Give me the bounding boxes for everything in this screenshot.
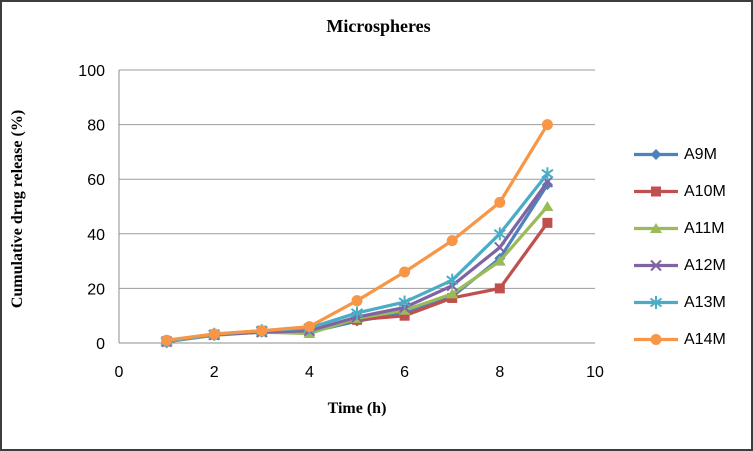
triangle-marker-icon	[493, 255, 506, 266]
asterisk-marker-icon	[541, 167, 554, 181]
legend-label: A12M	[684, 256, 726, 274]
legend-item-A14M: A14M	[632, 331, 750, 348]
triangle-marker-icon	[398, 304, 411, 315]
legend-label: A9M	[684, 145, 717, 163]
legend-key-A12M	[634, 259, 678, 272]
triangle-marker-icon	[446, 288, 459, 299]
circle-marker-icon	[541, 119, 553, 131]
y-tick-label: 80	[87, 118, 105, 135]
legend-key-A9M	[634, 149, 678, 160]
legend-item-A10M: A10M	[632, 183, 750, 200]
circle-marker-icon	[446, 235, 458, 247]
diamond-marker-icon	[650, 149, 662, 160]
legend-item-A11M: A11M	[632, 220, 750, 237]
x-axis-title: Time (h)	[327, 400, 387, 417]
x-marker-icon	[494, 241, 506, 254]
circle-marker-icon	[351, 295, 363, 307]
asterisk-marker-icon	[350, 306, 364, 320]
square-marker-icon	[542, 217, 553, 228]
square-marker-icon	[651, 186, 661, 197]
legend-label: A11M	[684, 219, 725, 237]
square-marker-icon	[494, 283, 505, 294]
y-tick-label: 100	[78, 63, 105, 80]
circle-marker-icon	[161, 334, 173, 346]
asterisk-marker-icon	[446, 273, 459, 287]
y-tick-label: 40	[87, 227, 105, 244]
circle-marker-icon	[494, 196, 506, 208]
legend-item-A9M: A9M	[632, 146, 750, 163]
legend-item-A12M: A12M	[632, 257, 750, 274]
legend-key-A13M	[634, 296, 678, 309]
circle-marker-icon	[303, 321, 315, 333]
circle-marker-icon	[399, 266, 411, 278]
triangle-marker-icon	[541, 201, 554, 211]
x-tick-label: 4	[305, 364, 314, 381]
legend-label: A10M	[684, 182, 726, 200]
asterisk-marker-icon	[493, 227, 506, 241]
legend: A9M A10M A11M A12M A13M A14M	[632, 146, 750, 348]
circle-marker-icon	[650, 334, 662, 345]
circle-marker-icon	[208, 328, 220, 340]
asterisk-marker-icon	[398, 295, 411, 309]
triangle-marker-icon	[650, 223, 662, 233]
legend-key-A10M	[634, 186, 678, 197]
y-tick-label: 0	[96, 336, 105, 353]
x-tick-label: 2	[210, 364, 219, 381]
x-tick-label: 0	[115, 364, 124, 381]
square-marker-icon	[399, 310, 410, 321]
x-tick-label: 8	[495, 364, 504, 381]
x-tick-label: 6	[400, 364, 409, 381]
legend-key-A11M	[634, 223, 678, 233]
chart-title: Microspheres	[326, 16, 431, 36]
legend-label: A14M	[684, 330, 726, 348]
circle-marker-icon	[256, 325, 268, 337]
y-tick-label: 20	[87, 281, 105, 298]
y-tick-label: 60	[87, 172, 105, 189]
x-tick-label: 10	[586, 364, 604, 381]
legend-key-A14M	[634, 334, 678, 345]
x-marker-icon	[650, 259, 662, 272]
asterisk-marker-icon	[649, 296, 663, 309]
legend-label: A13M	[684, 293, 726, 311]
legend-item-A13M: A13M	[632, 294, 750, 311]
